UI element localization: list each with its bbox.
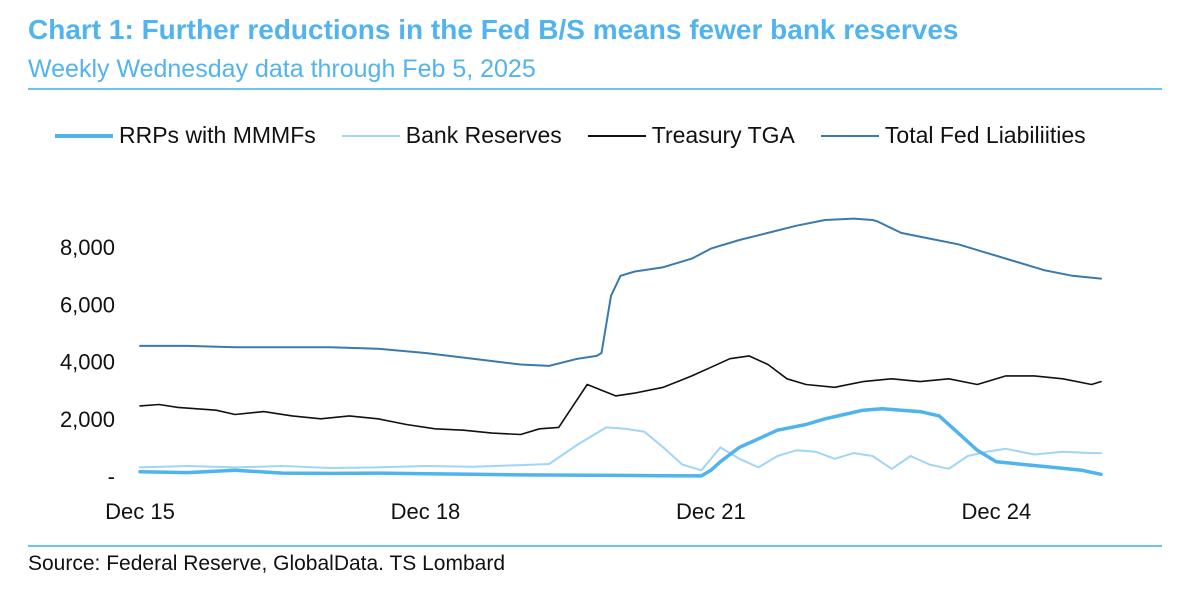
series-line-rrp bbox=[138, 407, 1103, 478]
header-divider bbox=[28, 88, 1162, 90]
legend-swatch-tga bbox=[587, 134, 646, 137]
legend-swatch-reserves bbox=[341, 134, 400, 137]
chart-subtitle: Weekly Wednesday data through Feb 5, 202… bbox=[28, 55, 536, 83]
x-tick-label: Dec 15 bbox=[105, 499, 175, 524]
y-tick-label: 2,000 bbox=[60, 407, 115, 432]
legend-swatch-rrp bbox=[55, 133, 113, 138]
legend-label-reserves: Bank Reserves bbox=[405, 122, 562, 148]
legend-item-tga: Treasury TGA bbox=[587, 122, 795, 149]
y-tick-label: 6,000 bbox=[60, 292, 115, 317]
legend-label-tga: Treasury TGA bbox=[651, 122, 795, 148]
y-tick-label: - bbox=[108, 464, 115, 489]
chart-legend: RRPs with MMMFs Bank Reserves Treasury T… bbox=[55, 122, 1112, 149]
x-tick-label: Dec 18 bbox=[391, 499, 461, 524]
y-tick-label: 8,000 bbox=[60, 235, 115, 260]
legend-label-total: Total Fed Liabiliities bbox=[884, 122, 1086, 148]
chart-title: Chart 1: Further reductions in the Fed B… bbox=[28, 14, 959, 45]
legend-item-reserves: Bank Reserves bbox=[341, 122, 562, 149]
series-line-tga bbox=[139, 355, 1102, 436]
legend-swatch-total bbox=[820, 134, 879, 137]
source-note: Source: Federal Reserve, GlobalData. TS … bbox=[28, 552, 506, 575]
legend-label-rrp: RRPs with MMMFs bbox=[119, 122, 316, 148]
legend-item-rrp: RRPs with MMMFs bbox=[55, 122, 316, 149]
series-line-reserves bbox=[139, 426, 1102, 472]
x-tick-label: Dec 24 bbox=[961, 499, 1031, 524]
x-tick-label: Dec 21 bbox=[676, 499, 746, 524]
legend-item-total: Total Fed Liabiliities bbox=[820, 122, 1086, 149]
y-tick-label: 4,000 bbox=[60, 350, 115, 375]
footer-divider bbox=[28, 545, 1162, 547]
series-line-total bbox=[139, 217, 1102, 367]
